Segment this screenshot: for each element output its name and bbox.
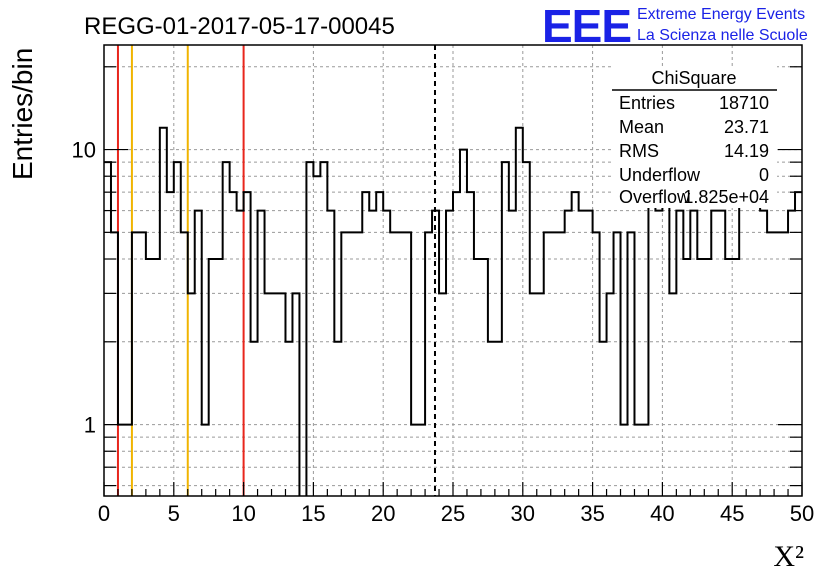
stat-value-overflow: 1.825e+04: [683, 187, 769, 207]
stats-box-title: ChiSquare: [651, 68, 736, 88]
x-axis-title: X²: [773, 540, 804, 572]
eee-logo: EEE Extreme Energy Events La Scienza nel…: [542, 0, 808, 52]
y-axis-title: Entries/bin: [7, 48, 38, 180]
logo-line-1: Extreme Energy Events: [637, 6, 805, 23]
stat-value-rms: 14.19: [724, 141, 769, 161]
stats-box: ChiSquare Entries 18710 Mean 23.71 RMS 1…: [612, 66, 777, 208]
stat-label-underflow: Underflow: [619, 165, 701, 185]
chart-title: REGG-01-2017-05-17-00045: [84, 13, 395, 40]
x-tick-label: 45: [720, 501, 744, 526]
stat-value-underflow: 0: [759, 165, 769, 185]
x-tick-label: 0: [98, 501, 110, 526]
stat-value-mean: 23.71: [724, 117, 769, 137]
x-tick-label: 10: [231, 501, 255, 526]
x-tick-label: 25: [441, 501, 465, 526]
x-tick-label: 40: [650, 501, 674, 526]
axis-ticks: [103, 66, 803, 496]
x-tick-labels: 0 5 10 15 20 25 30 35 40 45 50: [98, 501, 814, 526]
y-tick-label: 10: [72, 138, 96, 163]
stat-label-rms: RMS: [619, 141, 659, 161]
stat-label-mean: Mean: [619, 117, 664, 137]
stat-value-entries: 18710: [719, 93, 769, 113]
logo-line-2: La Scienza nelle Scuole: [637, 27, 808, 44]
histogram-series: [104, 126, 802, 496]
x-tick-label: 5: [168, 501, 180, 526]
logo-mark: EEE: [542, 0, 631, 52]
grid-layer: [104, 45, 802, 496]
x-tick-label: 35: [580, 501, 604, 526]
x-tick-label: 50: [790, 501, 814, 526]
reference-lines: [116, 45, 436, 496]
y-tick-labels: 1 10: [72, 138, 96, 438]
x-tick-label: 15: [301, 501, 325, 526]
stat-label-entries: Entries: [619, 93, 675, 113]
y-tick-label: 1: [84, 413, 96, 438]
stat-label-overflow: Overflow: [619, 187, 691, 207]
x-tick-label: 30: [511, 501, 535, 526]
x-tick-label: 20: [371, 501, 395, 526]
